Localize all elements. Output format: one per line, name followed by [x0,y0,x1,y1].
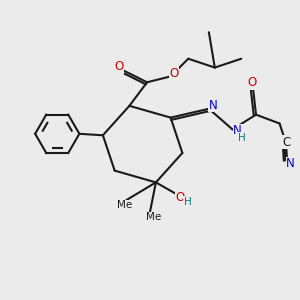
Text: H: H [184,196,192,206]
Text: O: O [169,67,179,80]
Text: N: N [233,124,242,137]
Text: C: C [282,136,290,148]
Text: Me: Me [117,200,133,210]
Text: O: O [176,191,185,204]
Text: N: N [286,157,295,170]
Text: O: O [115,61,124,74]
Text: H: H [238,133,246,142]
Text: O: O [247,76,256,89]
Text: Me: Me [146,212,161,222]
Text: N: N [209,99,218,112]
